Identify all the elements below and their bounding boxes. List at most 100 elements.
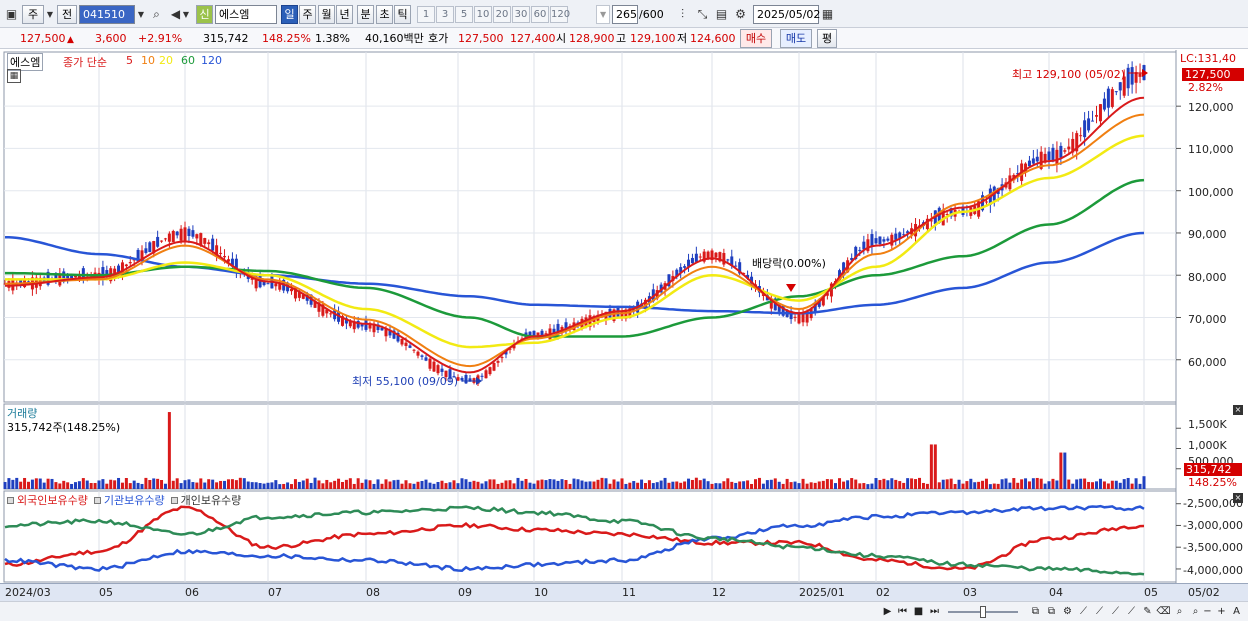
compare-icon[interactable]: ⧉ [1031, 606, 1040, 617]
settings-small-icon[interactable]: ⚙ [1063, 606, 1072, 617]
candle-body [1051, 147, 1055, 162]
draw-ray-icon[interactable]: ⟋ [1112, 606, 1119, 617]
volume-bar [659, 480, 663, 489]
volume-bar [890, 478, 894, 489]
gear-icon[interactable]: ⚙ [735, 7, 746, 21]
candle-body [829, 283, 833, 297]
period-button[interactable]: 초 [376, 5, 393, 24]
eraser-icon[interactable]: ⌫ [1156, 606, 1171, 617]
volume-bar [404, 480, 408, 489]
volume-bar [694, 477, 698, 489]
trend-icon[interactable]: ⟋ [1080, 606, 1087, 617]
interval-button[interactable]: 30 [512, 6, 530, 23]
zoom-region-icon[interactable]: ⌕ [1176, 606, 1183, 617]
date-input[interactable]: 2025/05/02 [753, 5, 820, 24]
panel-frame [3, 403, 1177, 490]
calendar-icon[interactable]: ▦ [821, 7, 834, 21]
legend-swatch[interactable] [170, 497, 178, 504]
credit-badge[interactable]: 신 [196, 5, 213, 24]
y-tick-label: -3,500,000 [1183, 541, 1243, 554]
interval-button[interactable]: 60 [531, 6, 549, 23]
draw-line-icon[interactable]: ⟋ [1096, 606, 1103, 617]
chevron-down-icon[interactable]: ▼ [182, 10, 190, 19]
ma-legend-item[interactable]: 5 [126, 54, 133, 67]
interval-button[interactable]: 120 [550, 6, 570, 23]
volume-bar [476, 481, 480, 489]
zoom-out-icon[interactable]: ⌕ [1192, 606, 1199, 617]
candle-body [544, 333, 548, 335]
candle-body [448, 369, 452, 379]
volume-bar [1071, 483, 1075, 489]
fast-forward-icon[interactable]: ⏭ [930, 606, 939, 617]
bar-count-input[interactable]: 265 [612, 5, 638, 24]
link-icon[interactable]: ⧉ [1047, 606, 1056, 617]
candle-body [344, 318, 348, 324]
y-tick-label: 60,000 [1188, 356, 1227, 369]
period-button[interactable]: 주 [299, 5, 316, 24]
plus-icon[interactable]: + [1217, 606, 1226, 617]
ma-legend-item[interactable]: 60 [181, 54, 195, 67]
draw-tool-icon[interactable]: ⤡ [697, 7, 708, 21]
ma-legend-item[interactable]: 20 [159, 54, 173, 67]
candle-body [870, 234, 874, 247]
stock-name-field[interactable]: 에스엠 [215, 5, 277, 24]
speaker-icon[interactable]: ◀ [170, 7, 181, 21]
volume-bar [572, 478, 576, 489]
volume-bar [85, 480, 89, 489]
volume-bar [152, 478, 156, 489]
candle-body [480, 375, 484, 377]
scroll-right-icon[interactable]: ▶ [883, 606, 892, 617]
volume-bar [702, 478, 706, 489]
window-icon[interactable]: ▣ [5, 7, 18, 21]
search-icon[interactable]: ⌕ [153, 7, 160, 21]
stop-icon[interactable]: ■ [913, 606, 924, 617]
eval-button[interactable]: 평 [817, 29, 837, 48]
chevron-down-icon[interactable]: ▼ [46, 10, 54, 19]
period-button[interactable]: 년 [336, 5, 353, 24]
note-icon[interactable]: ✎ [1143, 606, 1152, 617]
period-button[interactable]: 분 [357, 5, 374, 24]
close-icon[interactable]: × [1233, 493, 1243, 503]
legend-stock-name[interactable]: 에스엠 [7, 53, 44, 71]
ma-legend-item[interactable]: 10 [141, 54, 155, 67]
buy-button[interactable]: 매수 [740, 29, 772, 48]
period-button[interactable]: 틱 [394, 5, 411, 24]
fibonacci-icon[interactable]: ⟋ [1128, 606, 1135, 617]
candle-body [1110, 89, 1114, 107]
candle-body [54, 274, 58, 282]
rewind-icon[interactable]: ⏮ [898, 606, 907, 617]
close-icon[interactable]: × [1233, 405, 1243, 415]
volume-bar [914, 479, 918, 489]
zoom-slider-handle[interactable] [980, 606, 986, 618]
stock-code-input[interactable]: 041510 [79, 5, 135, 24]
sell-button[interactable]: 매도 [780, 29, 812, 48]
minus-icon[interactable]: − [1203, 606, 1212, 617]
legend-swatch[interactable] [93, 497, 101, 504]
volume-bar [448, 482, 452, 489]
candle-body [817, 300, 821, 307]
volume-bar [46, 478, 50, 489]
candle-body [113, 268, 117, 277]
volume-bar [632, 481, 636, 489]
interval-button[interactable]: 5 [455, 6, 473, 23]
volume-bar [1134, 478, 1138, 489]
period-button[interactable]: 월 [318, 5, 335, 24]
interval-button[interactable]: 1 [417, 6, 435, 23]
market-select[interactable]: 주 [22, 5, 44, 24]
interval-button[interactable]: 20 [493, 6, 511, 23]
chart-area[interactable] [0, 50, 1248, 602]
interval-button[interactable]: 10 [474, 6, 492, 23]
ma-legend-item[interactable]: 120 [201, 54, 222, 67]
text-size-icon[interactable]: A [1233, 606, 1240, 617]
legend-swatch[interactable] [7, 497, 14, 504]
candle-body [215, 245, 219, 257]
interval-button[interactable]: 3 [436, 6, 454, 23]
candle-type-icon[interactable]: ⫶ [680, 7, 684, 21]
table-icon[interactable]: ▦ [7, 69, 21, 83]
prev-button[interactable]: 전 [57, 5, 77, 24]
volume-bar [651, 483, 655, 489]
period-button[interactable]: 일 [281, 5, 298, 24]
chevron-down-icon[interactable]: ▼ [596, 5, 610, 24]
chevron-down-icon[interactable]: ▼ [137, 10, 145, 19]
save-icon[interactable]: ▤ [715, 7, 728, 21]
